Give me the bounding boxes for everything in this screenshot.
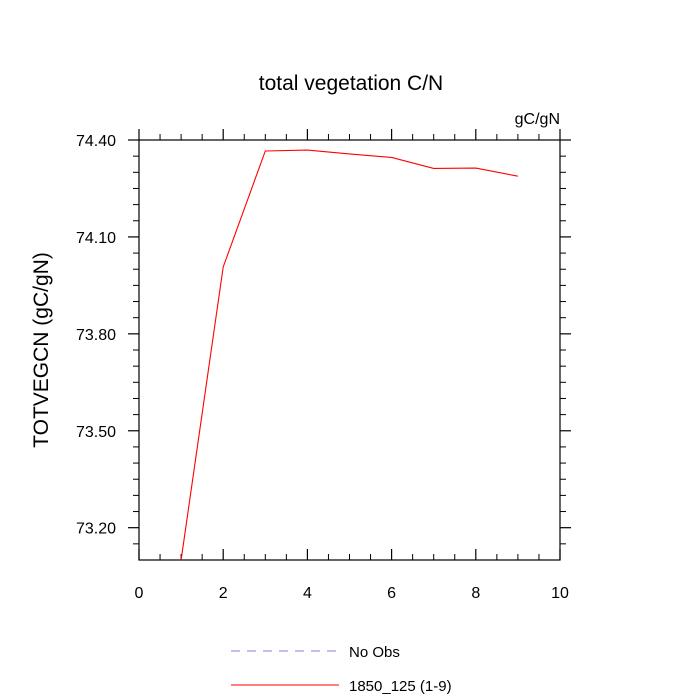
y-tick-label: 73.20 [76,521,116,538]
x-tick-labels: 0 2 4 6 8 10 [135,585,569,602]
y-tick-label: 74.40 [76,133,116,150]
axis-ticks [128,129,571,560]
x-tick-label: 6 [387,585,396,602]
x-tick-label: 10 [551,585,569,602]
y-axis-label: TOTVEGCN (gC/gN) [30,252,53,448]
y-tick-label: 73.50 [76,424,116,441]
y-tick-label: 74.10 [76,230,116,247]
plot-frame [138,139,561,561]
series-lines [180,149,519,561]
x-tick-label: 8 [471,585,480,602]
x-tick-label: 4 [303,585,312,602]
y-tick-labels: 73.20 73.50 73.80 74.10 74.40 [76,133,116,538]
x-tick-label: 0 [135,585,144,602]
legend-label-0: No Obs [349,644,400,661]
series-line-1 [180,149,519,561]
x-tick-label: 2 [219,585,228,602]
units-label: gC/gN [515,111,560,128]
chart-title: total vegetation C/N [259,72,443,95]
legend-label-1: 1850_125 (1-9) [349,678,452,695]
legend: No Obs 1850_125 (1-9) [231,644,452,695]
y-tick-label: 73.80 [76,327,116,344]
